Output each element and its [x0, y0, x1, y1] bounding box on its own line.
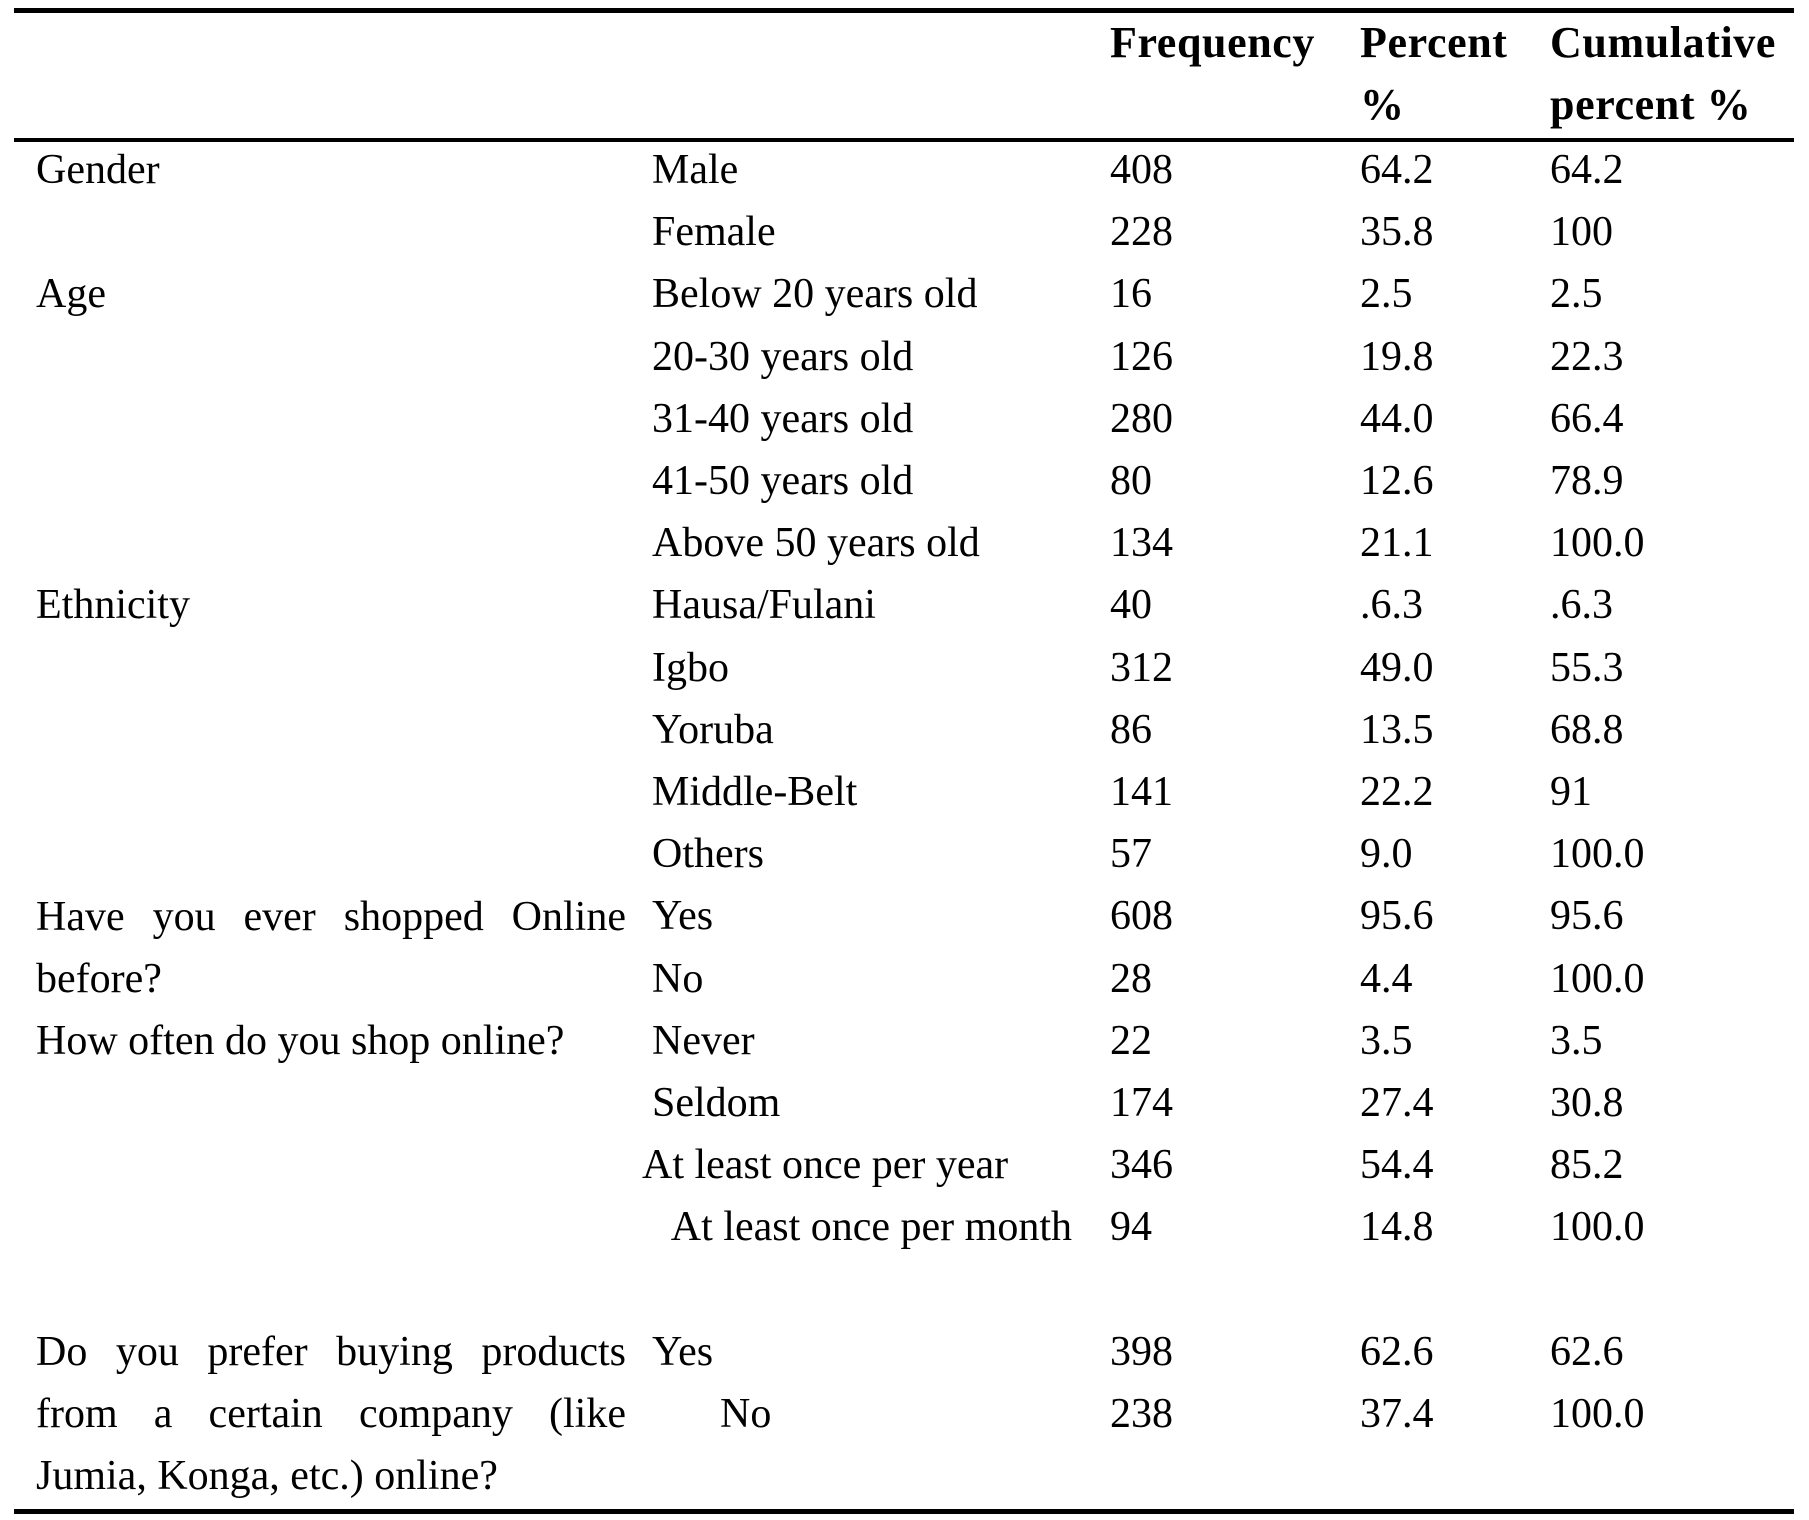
cell-category: Hausa/Fulani: [652, 582, 876, 629]
cell-category: 31-40 years old: [652, 395, 914, 442]
cell-cumulative: 64.2: [1550, 147, 1624, 193]
cell-cumulative: 22.3: [1550, 333, 1624, 380]
cell-frequency: 57: [1110, 831, 1152, 878]
header-frequency-text: Frequency: [1110, 18, 1316, 67]
table-header-rule: [14, 138, 1794, 142]
cell-cumulative: 100.0: [1550, 831, 1645, 878]
header-percent: Percent %: [1360, 12, 1508, 136]
header-percent-line2: %: [1360, 80, 1405, 129]
cell-percent: 19.8: [1360, 333, 1434, 380]
cell-percent: 14.8: [1360, 1204, 1434, 1251]
header-percent-line1: Percent: [1360, 18, 1508, 67]
cell-variable: Age: [36, 271, 106, 318]
cell-category: Middle-Belt: [652, 769, 858, 815]
cell-frequency: 346: [1110, 1142, 1173, 1189]
cell-category: No: [720, 1391, 772, 1437]
cell-percent: 22.2: [1360, 769, 1434, 815]
cell-frequency: 22: [1110, 1017, 1152, 1064]
cell-category: Above 50 years old: [652, 520, 980, 567]
cell-cumulative: 95.6: [1550, 893, 1624, 940]
cell-cumulative: 68.8: [1550, 706, 1624, 753]
cell-percent: 64.2: [1360, 147, 1434, 193]
table-top-rule: [14, 8, 1794, 13]
cell-variable: Ethnicity: [36, 582, 190, 629]
cell-cumulative: 30.8: [1550, 1080, 1624, 1126]
cell-cumulative: 55.3: [1550, 644, 1624, 691]
cell-cumulative: 85.2: [1550, 1142, 1624, 1189]
cell-cumulative: 3.5: [1550, 1017, 1603, 1064]
cell-category: 41-50 years old: [652, 458, 914, 504]
cell-category: Yoruba: [652, 706, 774, 753]
cell-frequency: 398: [1110, 1328, 1173, 1375]
cell-category: Female: [652, 209, 776, 256]
cell-category: Male: [652, 147, 739, 193]
cell-cumulative: 62.6: [1550, 1328, 1624, 1375]
cell-variable: Gender: [36, 147, 160, 193]
cell-cumulative: 78.9: [1550, 458, 1624, 504]
cell-frequency: 608: [1110, 893, 1173, 940]
category-once-per-month: At least once per month: [670, 1204, 1072, 1250]
cell-percent: 27.4: [1360, 1080, 1434, 1126]
cell-cumulative: 2.5: [1550, 271, 1603, 318]
cell-category: Others: [652, 831, 764, 878]
cell-percent: 9.0: [1360, 831, 1413, 878]
cell-frequency: 80: [1110, 458, 1152, 504]
cell-frequency: 408: [1110, 147, 1173, 193]
header-cumulative-line1: Cumulative: [1550, 18, 1776, 67]
cell-percent: 13.5: [1360, 706, 1434, 753]
cell-category: At least once per year: [642, 1142, 1009, 1189]
cell-category: Never: [652, 1017, 755, 1064]
cell-frequency: 28: [1110, 955, 1152, 1002]
cell-frequency: 16: [1110, 271, 1152, 318]
cell-cumulative: 100.0: [1550, 1391, 1645, 1437]
header-frequency: Frequency: [1110, 12, 1315, 74]
cell-percent: 21.1: [1360, 520, 1434, 567]
cell-percent: 44.0: [1360, 395, 1434, 442]
table-bottom-rule: [14, 1509, 1794, 1514]
cell-cumulative: 66.4: [1550, 395, 1624, 442]
question-how-often: How often do you shop online?: [36, 1018, 565, 1064]
cell-category: Yes: [652, 893, 714, 940]
cell-percent: 37.4: [1360, 1391, 1434, 1437]
cell-frequency: 312: [1110, 644, 1173, 691]
cell-percent: 54.4: [1360, 1142, 1434, 1189]
question-shopped-online: Have you ever shopped Online before?: [36, 894, 626, 1003]
header-cumulative: Cumulative percent %: [1550, 12, 1776, 136]
cell-category: Below 20 years old: [652, 271, 978, 318]
cell-percent: 95.6: [1360, 893, 1434, 940]
cell-category: Seldom: [652, 1080, 781, 1126]
cell-frequency: 280: [1110, 395, 1173, 442]
cell-percent: 3.5: [1360, 1017, 1413, 1064]
question-prefer-company: Do you prefer buying products from a cer…: [36, 1329, 626, 1500]
cell-percent: 2.5: [1360, 271, 1413, 318]
cell-category: 20-30 years old: [652, 333, 914, 380]
cell-cumulative: 100.0: [1550, 955, 1645, 1002]
cell-percent: 35.8: [1360, 209, 1434, 256]
cell-frequency: 174: [1110, 1080, 1173, 1126]
cell-cumulative: 100.0: [1550, 520, 1645, 567]
cell-frequency: 134: [1110, 520, 1173, 567]
cell-percent: 49.0: [1360, 644, 1434, 691]
cell-percent: 4.4: [1360, 955, 1413, 1002]
cell-percent: 62.6: [1360, 1328, 1434, 1375]
cell-cumulative: 100.0: [1550, 1204, 1645, 1251]
cell-cumulative: 91: [1550, 769, 1592, 815]
cell-percent: .6.3: [1360, 582, 1423, 629]
cell-category: No: [652, 955, 704, 1002]
cell-cumulative: 100: [1550, 209, 1613, 256]
cell-frequency: 141: [1110, 769, 1173, 815]
header-cumulative-line2: percent %: [1550, 80, 1752, 129]
cell-frequency: 94: [1110, 1204, 1152, 1251]
cell-category: Yes: [652, 1328, 714, 1375]
cell-frequency: 40: [1110, 582, 1152, 629]
cell-frequency: 228: [1110, 209, 1173, 256]
cell-percent: 12.6: [1360, 458, 1434, 504]
cell-category: Igbo: [652, 644, 729, 691]
cell-frequency: 86: [1110, 706, 1152, 753]
cell-frequency: 238: [1110, 1391, 1173, 1437]
cell-frequency: 126: [1110, 333, 1173, 380]
cell-cumulative: .6.3: [1550, 582, 1613, 629]
